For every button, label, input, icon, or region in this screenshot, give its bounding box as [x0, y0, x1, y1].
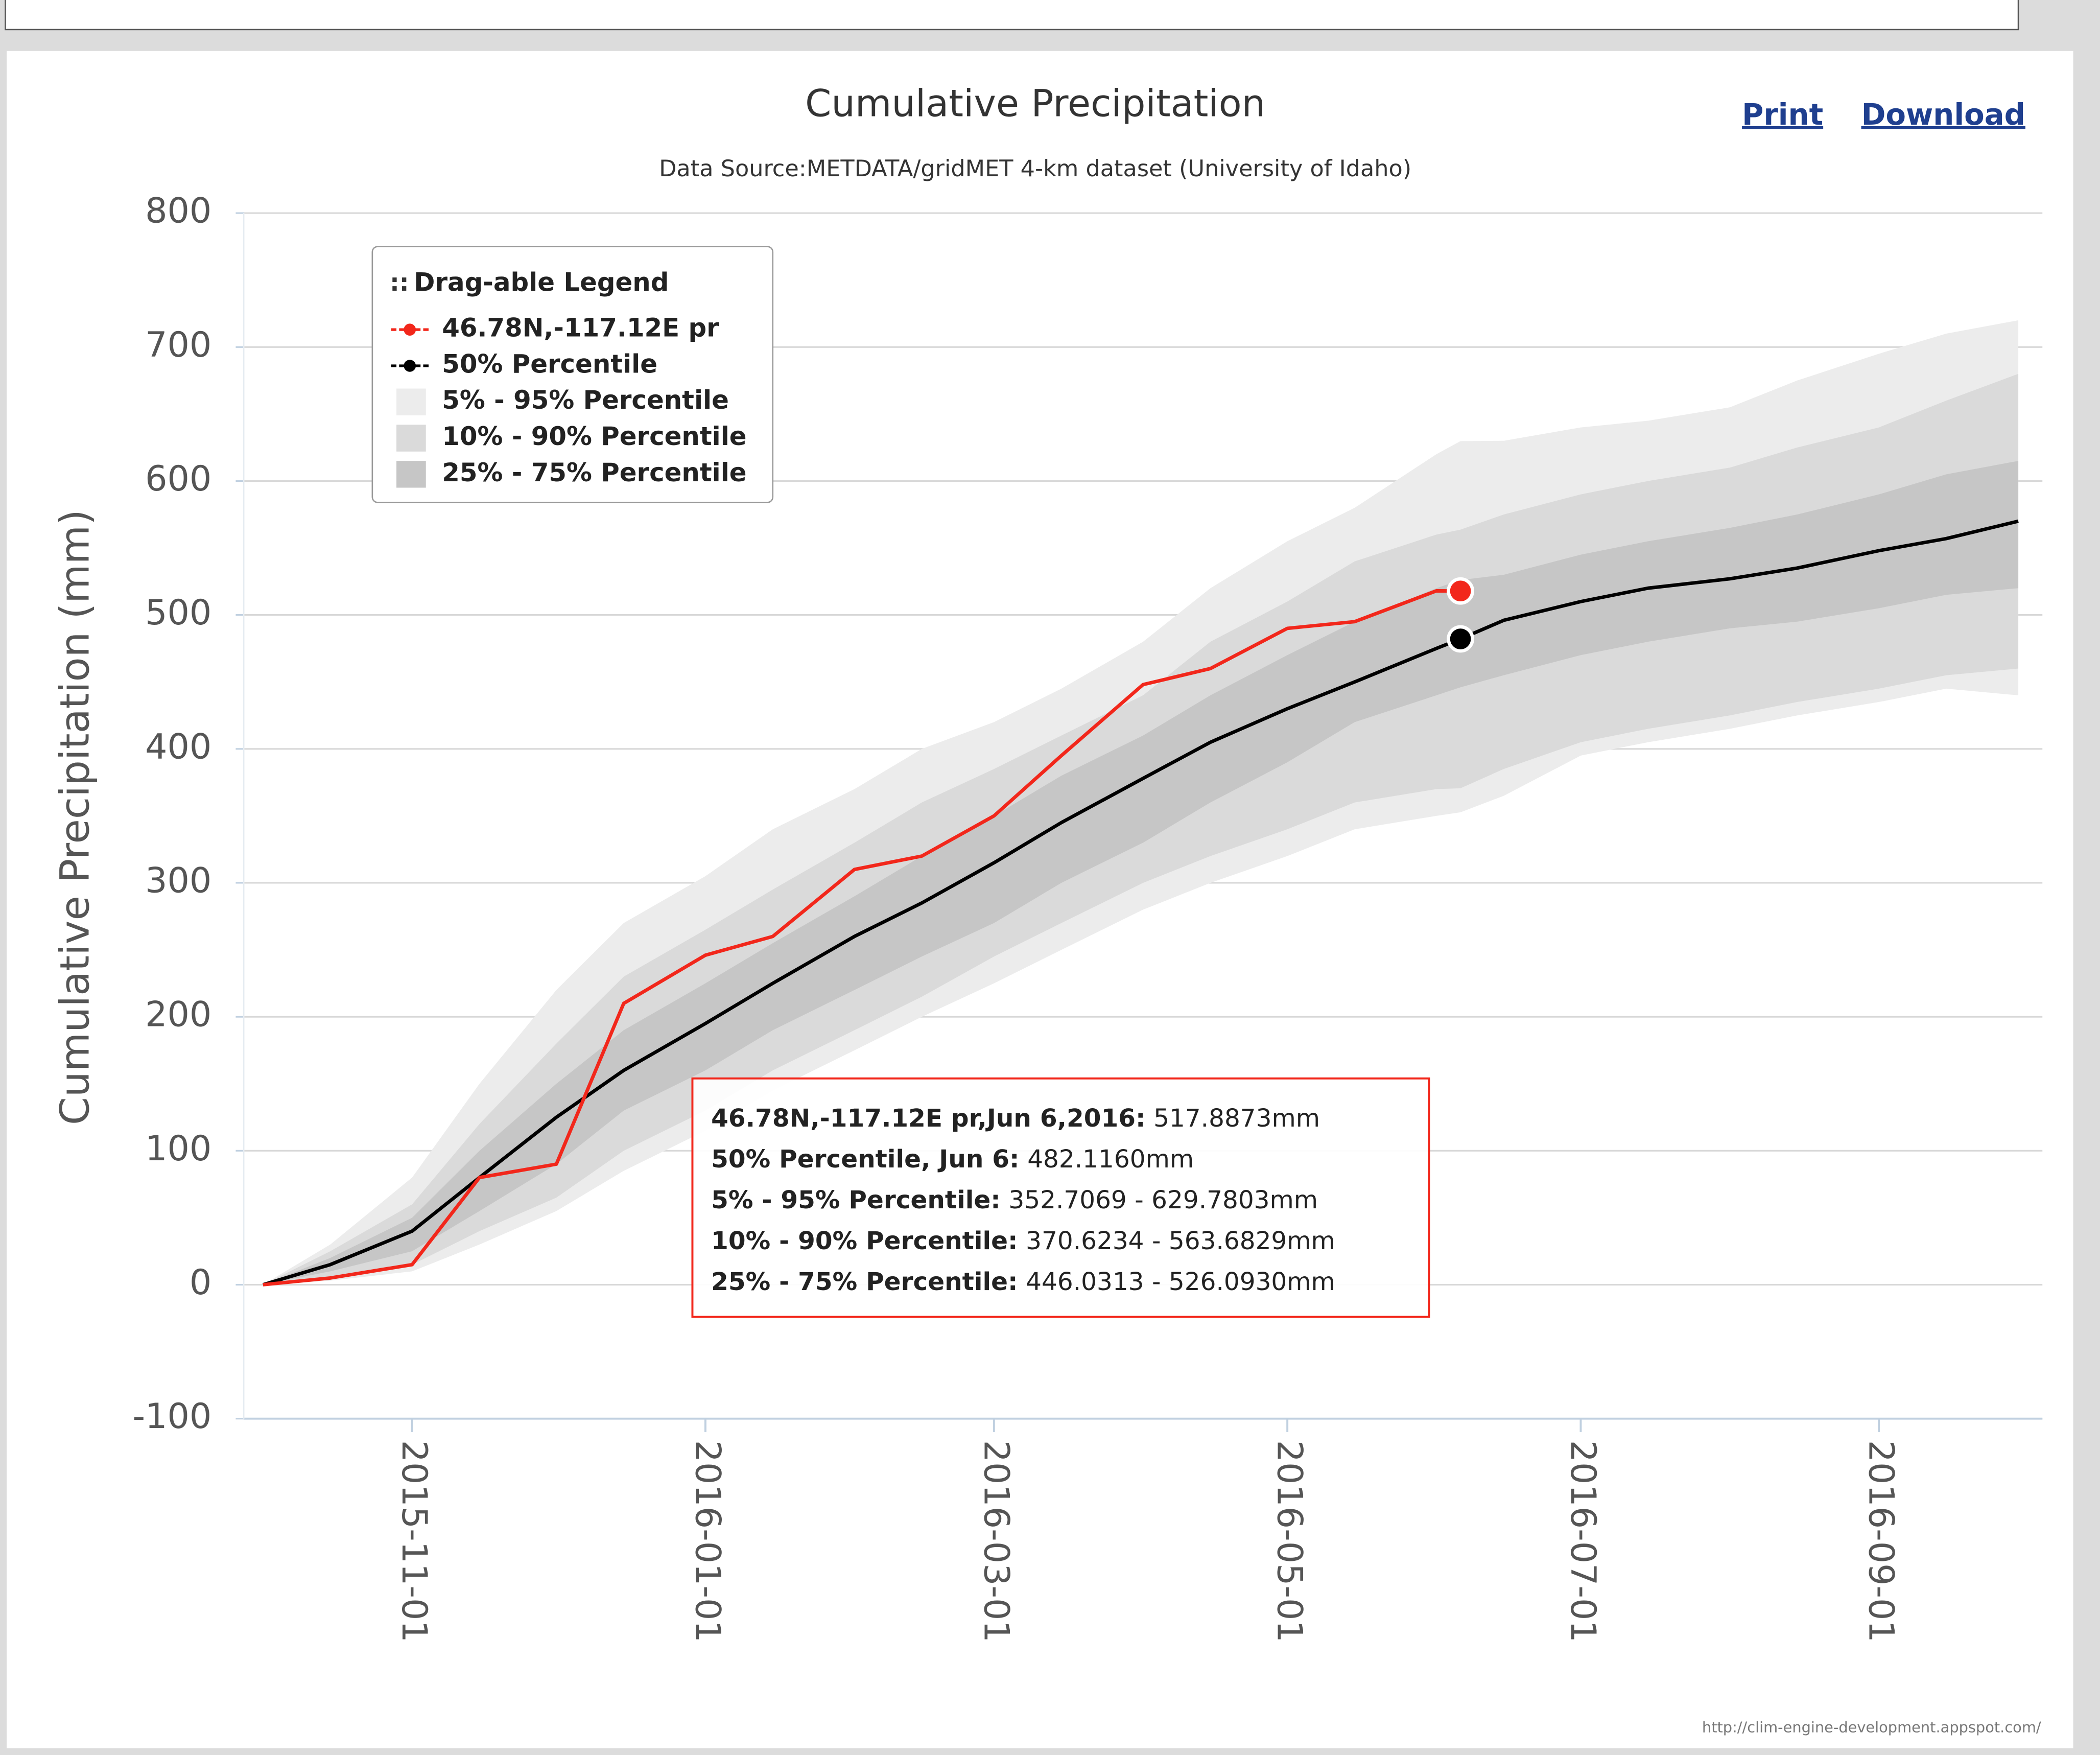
tooltip-value: 482.1160mm [1027, 1145, 1194, 1174]
y-tick-label: 800 [145, 191, 211, 231]
tooltip-value: 446.0313 - 526.0930mm [1026, 1268, 1335, 1296]
y-tick-label: 0 [190, 1262, 211, 1303]
tooltip: 46.78N,-117.12E pr,Jun 6,2016: 517.8873mm… [691, 1077, 1430, 1318]
tooltip-box [691, 1077, 1430, 1318]
tooltip-label: 25% - 75% Percentile: [711, 1268, 1018, 1296]
legend-title: Drag-able Legend [414, 268, 669, 297]
tooltip-label: 50% Percentile, Jun 6: [711, 1145, 1019, 1174]
hover-marker [1447, 625, 1474, 653]
legend-label: 5% - 95% Percentile [442, 385, 729, 415]
legend-swatch [396, 388, 426, 415]
tooltip-value: 352.7069 - 629.7803mm [1008, 1186, 1318, 1214]
hover-marker [1447, 577, 1474, 605]
legend-label: 10% - 90% Percentile [442, 422, 746, 451]
x-tick-label: 2016-01-01 [687, 1440, 727, 1643]
legend[interactable]: :: Drag-able Legend 46.78N,-117.12E pr50… [371, 246, 774, 503]
x-tick-label: 2016-09-01 [1861, 1440, 1901, 1643]
tooltip-line: 25% - 75% Percentile: 446.0313 - 526.0930… [711, 1268, 1335, 1296]
tooltip-value: 370.6234 - 563.6829mm [1026, 1227, 1335, 1255]
plot-area: -100 0 100 200 300 400 500 600 700 800 2015-11-01 2… [133, 191, 2043, 1643]
tooltip-line: 50% Percentile, Jun 6: 482.1160mm [711, 1145, 1194, 1174]
legend-label: 50% Percentile [442, 349, 657, 379]
tooltip-line: 46.78N,-117.12E pr,Jun 6,2016: 517.8873mm [711, 1104, 1320, 1133]
y-tick-label: 100 [145, 1129, 211, 1169]
print-link[interactable]: Print [1742, 97, 1823, 132]
download-link[interactable]: Download [1861, 97, 2025, 132]
tooltip-label: 5% - 95% Percentile: [711, 1186, 1000, 1214]
legend-box [371, 246, 774, 503]
legend-grip[interactable]: :: [390, 269, 409, 297]
legend-marker [404, 323, 416, 336]
y-tick-label: 700 [145, 325, 211, 365]
y-tick-label: 200 [145, 995, 211, 1035]
tooltip-line: 10% - 90% Percentile: 370.6234 - 563.6829… [711, 1227, 1335, 1255]
y-tick-label: 500 [145, 593, 211, 633]
credit: http://clim-engine-development.appspot.c… [1702, 1718, 2041, 1736]
x-tick-label: 2015-11-01 [394, 1440, 434, 1643]
y-tick-label: 400 [145, 727, 211, 767]
legend-label: 25% - 75% Percentile [442, 458, 746, 487]
y-tick-label: 600 [145, 459, 211, 499]
series-line [262, 519, 2019, 1286]
legend-swatch [396, 425, 426, 452]
chart-title: Cumulative Precipitation [805, 82, 1265, 125]
tooltip-value: 517.8873mm [1153, 1104, 1320, 1133]
chart-subtitle: Data Source:METDATA/gridMET 4-km dataset… [659, 155, 1411, 182]
y-tick-label: -100 [133, 1396, 212, 1437]
legend-swatch [396, 461, 426, 488]
legend-marker [404, 360, 416, 372]
legend-label: 46.78N,-117.12E pr [442, 313, 719, 343]
series-line [263, 589, 1461, 1286]
tooltip-line: 5% - 95% Percentile: 352.7069 - 629.7803m… [711, 1186, 1318, 1214]
y-axis-title: Cumulative Precipitation (mm) [52, 509, 99, 1125]
input-box[interactable] [5, 0, 2019, 31]
tooltip-label: 10% - 90% Percentile: [711, 1227, 1018, 1255]
x-tick-label: 2016-07-01 [1563, 1440, 1603, 1643]
tooltip-label: 46.78N,-117.12E pr,Jun 6,2016: [711, 1104, 1145, 1133]
y-tick-label: 300 [145, 861, 211, 901]
band-area [263, 461, 2019, 1285]
x-tick-label: 2016-03-01 [976, 1440, 1016, 1643]
x-tick-label: 2016-05-01 [1269, 1440, 1310, 1643]
